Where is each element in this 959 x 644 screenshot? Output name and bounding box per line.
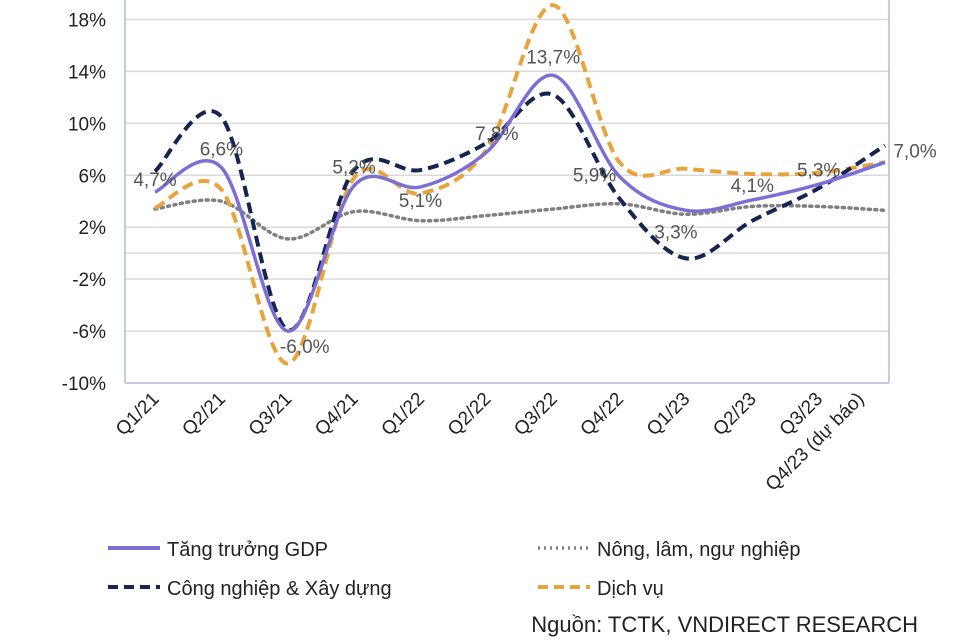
data-label: 5,2% bbox=[332, 158, 375, 179]
legend-label-agriculture: Nông, lâm, ngư nghiệp bbox=[597, 539, 801, 561]
x-tick-label: Q1/21 bbox=[112, 389, 163, 440]
y-axis: -10% -6% -2% 2% 6% 10% 14% 18% bbox=[62, 10, 106, 395]
legend-label-services: Dịch vụ bbox=[597, 578, 664, 600]
legend-item-gdp: Tăng trưởng GDP bbox=[108, 539, 328, 561]
series-lines bbox=[153, 3, 887, 366]
x-tick-label: Q2/22 bbox=[444, 389, 495, 440]
x-tick-label: Q3/21 bbox=[245, 389, 296, 440]
data-label: 5,1% bbox=[399, 191, 442, 212]
y-tick-label: 14% bbox=[68, 62, 106, 83]
data-label: 5,9% bbox=[573, 166, 616, 187]
x-tick-label: Q2/21 bbox=[178, 389, 229, 440]
data-label: 3,3% bbox=[654, 222, 697, 243]
data-label: 6,6% bbox=[200, 139, 243, 160]
y-tick-label: 2% bbox=[79, 218, 107, 239]
legend-item-services: Dịch vụ bbox=[538, 578, 664, 600]
source-note: Nguồn: TCTK, VNDIRECT RESEARCH bbox=[531, 612, 918, 637]
x-tick-label: Q1/22 bbox=[378, 389, 429, 440]
series-line-3 bbox=[154, 3, 886, 366]
legend: Tăng trưởng GDP Nông, lâm, ngư nghiệp Cô… bbox=[108, 539, 801, 600]
x-tick-label: Q1/23 bbox=[643, 389, 694, 440]
data-label: 4,7% bbox=[133, 170, 176, 191]
x-axis: Q1/21 Q2/21 Q3/21 Q4/21 Q1/22 Q2/22 Q3/22 Q4/22… bbox=[112, 389, 868, 496]
y-tick-label: 18% bbox=[68, 10, 106, 31]
x-tick-label: Q3/22 bbox=[510, 389, 561, 440]
legend-label-gdp: Tăng trưởng GDP bbox=[167, 539, 328, 561]
x-tick-label: Q4/21 bbox=[311, 389, 362, 440]
y-tick-label: 10% bbox=[68, 114, 106, 135]
y-tick-label: -6% bbox=[72, 322, 106, 343]
legend-label-industry: Công nghiệp & Xây dựng bbox=[167, 578, 392, 600]
legend-item-industry: Công nghiệp & Xây dựng bbox=[108, 578, 392, 600]
data-label: 7,8% bbox=[475, 124, 518, 145]
data-label: 5,3% bbox=[797, 160, 840, 181]
gridlines bbox=[124, 0, 890, 384]
series-line-0 bbox=[154, 73, 886, 333]
data-label: 7,0% bbox=[893, 141, 936, 162]
legend-item-agriculture: Nông, lâm, ngư nghiệp bbox=[538, 539, 801, 561]
series-line-2 bbox=[153, 91, 887, 332]
data-label: 13,7% bbox=[526, 47, 580, 68]
y-tick-label: -10% bbox=[62, 374, 106, 395]
series-line-1 bbox=[153, 198, 887, 241]
data-label: -6,0% bbox=[280, 337, 330, 358]
x-tick-label: Q4/22 bbox=[577, 389, 628, 440]
data-label: 4,1% bbox=[731, 176, 774, 197]
x-tick-label: Q2/23 bbox=[709, 389, 760, 440]
data-labels: 4,7% 6,6% -6,0% 5,2% 5,1% 7,8% 13,7% 5,9% 3,3% 4,… bbox=[133, 47, 936, 358]
y-tick-label: -2% bbox=[72, 270, 106, 291]
y-tick-label: 6% bbox=[79, 166, 107, 187]
